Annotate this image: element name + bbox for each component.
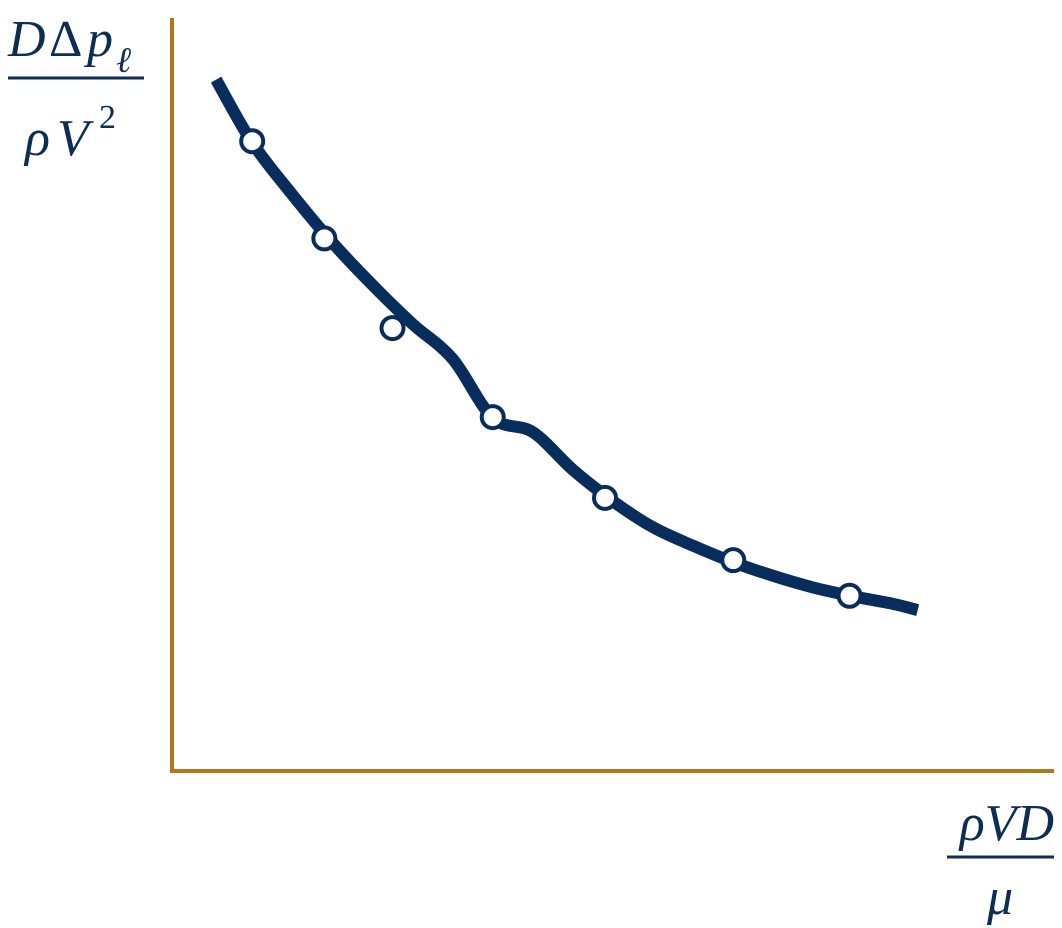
data-point	[720, 547, 747, 574]
data-point	[379, 315, 406, 342]
x-axis-label: ρVD μ	[947, 795, 1054, 926]
y-label-p: p	[83, 11, 113, 68]
y-label-d: D	[7, 11, 46, 68]
x-label-denominator: μ	[986, 869, 1013, 926]
y-label-p-subscript: ℓ	[116, 40, 131, 80]
data-point	[479, 404, 506, 431]
data-point	[239, 128, 266, 155]
y-label-rho: ρ	[23, 110, 50, 167]
y-label-v: V	[57, 110, 94, 167]
chart-axes	[170, 18, 1054, 773]
y-label-delta: Δ	[49, 11, 82, 68]
data-point	[836, 582, 863, 609]
data-points	[239, 128, 863, 609]
data-point	[311, 225, 338, 252]
x-label-numerator: ρVD	[958, 795, 1054, 852]
data-point	[591, 484, 618, 511]
y-label-v-superscript: 2	[99, 99, 116, 136]
fitted-curve	[210, 76, 920, 616]
y-axis-label: D Δ p ℓ ρ V 2	[7, 11, 144, 167]
